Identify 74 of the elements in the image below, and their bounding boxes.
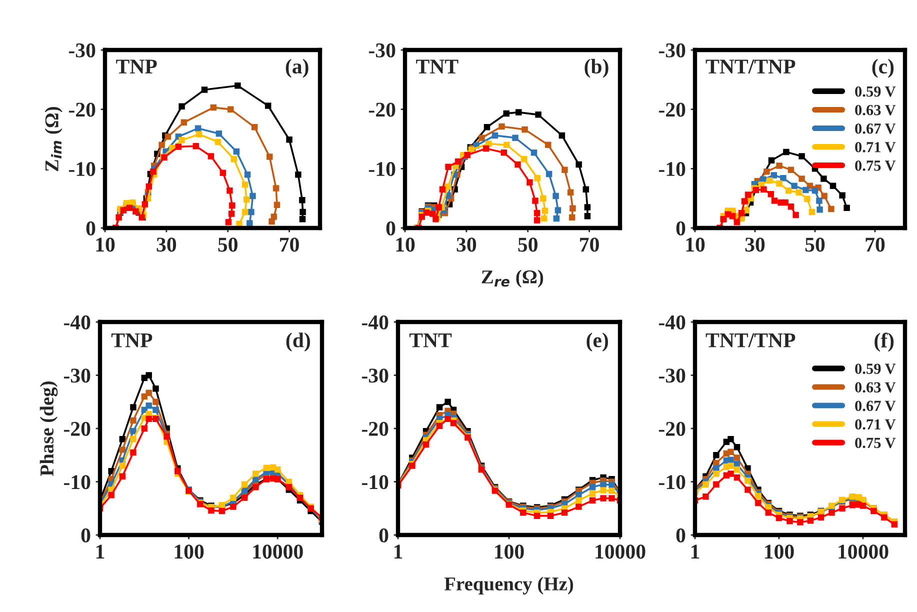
y-tick-label: -20 bbox=[362, 422, 388, 436]
legend-label: 0.75 V bbox=[855, 438, 896, 448]
y-tick-label: -10 bbox=[68, 162, 96, 176]
legend-label: 0.59 V bbox=[855, 86, 896, 97]
annotation: TNT/TNP bbox=[706, 60, 796, 74]
y-tick-label: -40 bbox=[64, 315, 90, 330]
x-tick-label: 30 bbox=[156, 238, 176, 252]
y-tick-label: 0 bbox=[676, 221, 686, 236]
x-tick-label: 50 bbox=[805, 238, 825, 252]
x-axis-title: Z$_{re}$ (Ω) bbox=[482, 270, 544, 288]
x-tick-label: 1 bbox=[394, 544, 402, 558]
legend-label: 0.63 V bbox=[855, 104, 896, 116]
y-tick-label: -20 bbox=[68, 102, 96, 117]
annotation: (d) bbox=[286, 332, 310, 352]
y-tick-label: -10 bbox=[658, 162, 686, 176]
y-tick-label: -10 bbox=[368, 162, 396, 176]
y-tick-label: 0 bbox=[676, 528, 686, 542]
y-tick-label: -30 bbox=[362, 368, 388, 383]
annotation: TNT/TNP bbox=[706, 333, 796, 348]
x-tick-label: 70 bbox=[866, 238, 885, 252]
y-tick-label: -10 bbox=[64, 475, 90, 490]
y-axis-title: Phase (deg) bbox=[40, 382, 58, 476]
x-tick-label: 10 bbox=[396, 238, 415, 252]
annotation: (a) bbox=[286, 58, 308, 78]
x-tick-label: 70 bbox=[280, 238, 299, 252]
y-tick-label: -30 bbox=[68, 43, 96, 58]
y-axis-title: Z$_{im}$ (Ω) bbox=[44, 106, 62, 172]
legend-label: 0.67 V bbox=[855, 123, 896, 134]
annotation: (f) bbox=[874, 332, 894, 352]
y-tick-label: -30 bbox=[658, 368, 686, 383]
x-tick-label: 70 bbox=[580, 238, 599, 252]
x-tick-label: 50 bbox=[218, 238, 238, 252]
y-tick-label: 0 bbox=[379, 528, 388, 542]
annotation: TNT bbox=[416, 60, 458, 74]
x-tick-label: 10000 bbox=[253, 544, 303, 559]
x-tick-label: 1 bbox=[96, 544, 104, 558]
y-tick-label: 0 bbox=[86, 221, 96, 236]
x-tick-label: 100 bbox=[495, 544, 524, 559]
legend-label: 0.71 V bbox=[855, 142, 896, 152]
y-tick-label: -20 bbox=[64, 422, 90, 436]
x-tick-label: 1 bbox=[691, 544, 700, 558]
y-tick-label: -10 bbox=[658, 475, 686, 490]
annotation: (c) bbox=[872, 58, 894, 78]
x-tick-label: 10000 bbox=[596, 544, 646, 559]
y-tick-label: -30 bbox=[658, 43, 686, 58]
y-tick-label: -40 bbox=[658, 315, 686, 330]
y-tick-label: 0 bbox=[81, 528, 90, 542]
x-tick-label: 10 bbox=[96, 238, 115, 252]
x-tick-label: 10 bbox=[686, 238, 705, 252]
legend-label: 0.67 V bbox=[855, 400, 896, 412]
annotation: TNP bbox=[116, 60, 157, 74]
y-tick-label: 0 bbox=[386, 221, 396, 236]
x-tick-label: 50 bbox=[518, 238, 538, 252]
annotation: TNT bbox=[409, 333, 452, 348]
y-tick-label: -40 bbox=[362, 315, 388, 330]
legend-label: 0.59 V bbox=[855, 364, 896, 374]
x-tick-label: 30 bbox=[456, 238, 476, 252]
y-tick-label: -20 bbox=[658, 102, 686, 117]
y-tick-label: -30 bbox=[64, 368, 90, 383]
legend-label: 0.63 V bbox=[855, 382, 896, 393]
y-tick-label: -20 bbox=[658, 422, 686, 436]
legend-label: 0.71 V bbox=[855, 419, 896, 430]
y-tick-label: -10 bbox=[362, 475, 388, 490]
x-tick-label: 30 bbox=[745, 238, 765, 252]
x-tick-label: 100 bbox=[174, 544, 204, 559]
x-axis-title: Frequency (Hz) bbox=[444, 576, 574, 594]
y-tick-label: -20 bbox=[368, 102, 396, 117]
x-tick-label: 100 bbox=[765, 544, 794, 559]
annotation: (e) bbox=[586, 332, 608, 352]
x-tick-label: 10000 bbox=[838, 544, 888, 559]
annotation: TNP bbox=[111, 333, 152, 348]
annotation: (b) bbox=[584, 58, 608, 78]
y-tick-label: -30 bbox=[368, 43, 396, 58]
legend-label: 0.75 V bbox=[855, 160, 896, 171]
